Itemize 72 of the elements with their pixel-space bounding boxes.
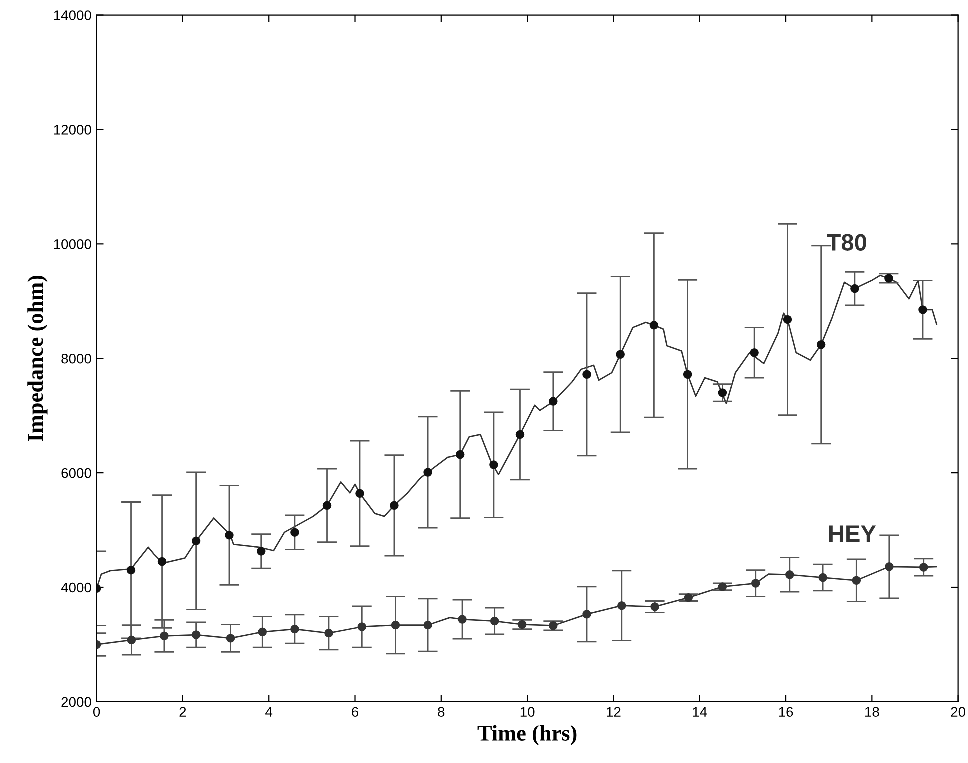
point xyxy=(582,610,592,619)
y-tick-label: 6000 xyxy=(62,468,92,478)
point xyxy=(516,430,525,440)
point xyxy=(192,536,201,546)
point xyxy=(616,350,625,359)
point xyxy=(650,602,660,612)
point xyxy=(127,636,136,645)
x-tick-label: 4 xyxy=(266,707,273,717)
point xyxy=(549,621,558,630)
point xyxy=(391,620,400,630)
point xyxy=(490,616,500,626)
point xyxy=(852,576,862,586)
series-label: T80 xyxy=(827,234,866,251)
point xyxy=(549,397,558,406)
point xyxy=(160,632,169,641)
series-label: HEY xyxy=(830,526,876,542)
point xyxy=(718,388,728,398)
point xyxy=(324,628,334,638)
point xyxy=(718,582,728,592)
point xyxy=(518,620,527,630)
y-tick-label: 12000 xyxy=(54,125,92,135)
y-tick-label: 4000 xyxy=(61,582,92,593)
point xyxy=(885,562,894,572)
point xyxy=(290,624,300,634)
y-tick-label: 14000 xyxy=(54,10,92,20)
y-tick-label: 8000 xyxy=(62,354,92,364)
point xyxy=(684,593,694,602)
x-tick-label: 18 xyxy=(866,707,880,718)
point xyxy=(290,528,300,537)
x-tick-label: 14 xyxy=(693,707,708,717)
point xyxy=(458,615,467,624)
point xyxy=(358,622,367,632)
x-tick-label: 12 xyxy=(607,707,621,717)
point xyxy=(226,634,236,643)
point xyxy=(818,573,828,582)
x-tick-label: 2 xyxy=(180,707,186,717)
point xyxy=(751,579,760,588)
y-tick-label: 10000 xyxy=(54,239,92,250)
x-tick-label: 0 xyxy=(93,707,100,718)
point xyxy=(786,570,794,580)
point xyxy=(683,370,692,380)
x-tick-label: 6 xyxy=(352,707,359,718)
x-axis-title: Time (hrs) xyxy=(478,725,577,746)
point xyxy=(356,489,364,498)
point xyxy=(918,306,928,314)
point xyxy=(256,547,266,556)
point xyxy=(424,620,432,630)
point xyxy=(158,557,167,566)
point xyxy=(582,370,592,380)
x-tick-label: 8 xyxy=(438,707,445,718)
point xyxy=(322,501,332,510)
point xyxy=(490,460,498,470)
point xyxy=(424,468,432,477)
point xyxy=(390,501,399,510)
point xyxy=(126,566,136,575)
point xyxy=(750,348,759,358)
point xyxy=(258,628,268,637)
x-tick-label: 16 xyxy=(779,707,794,718)
point xyxy=(225,531,234,540)
x-tick-label: 20 xyxy=(951,707,966,718)
point xyxy=(816,340,826,350)
point xyxy=(192,630,201,640)
point xyxy=(456,450,465,460)
point xyxy=(618,601,626,610)
x-tick-label: 10 xyxy=(520,707,535,718)
point xyxy=(783,315,792,324)
point xyxy=(850,284,860,294)
point xyxy=(919,563,928,572)
point xyxy=(884,274,894,283)
y-axis-title: Impedance (ohm) xyxy=(28,276,48,442)
point xyxy=(650,321,659,330)
y-tick-label: 2000 xyxy=(62,697,92,708)
